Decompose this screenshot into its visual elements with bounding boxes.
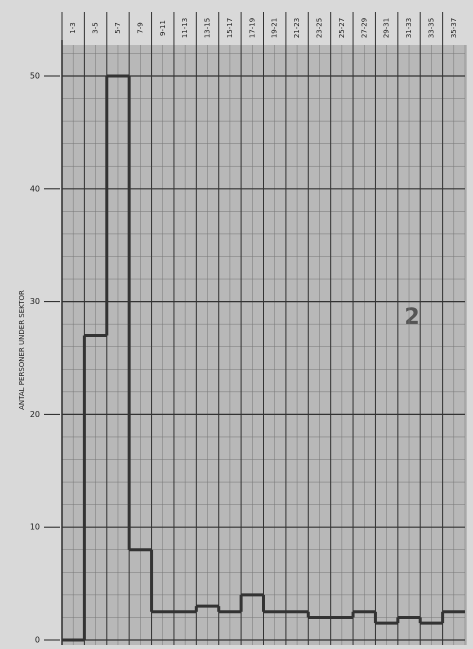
y-tick-label: 50: [30, 72, 40, 81]
x-tick-label: 11-13: [181, 18, 189, 38]
y-tick-label: 20: [30, 410, 40, 419]
x-tick-label: 25-27: [338, 18, 346, 38]
x-tick-label: 17-19: [248, 18, 256, 38]
plot-background: [62, 45, 467, 645]
y-tick-label: 10: [30, 523, 40, 532]
x-tick-label: 27-29: [360, 18, 368, 38]
x-tick-label: 21-23: [293, 18, 301, 38]
x-tick-label: 31-33: [405, 18, 413, 38]
x-tick-label: 3-5: [92, 22, 100, 33]
y-axis-label: ANTAL PERSONER UNDER SEKTOR: [18, 290, 26, 410]
x-tick-label: 23-25: [315, 18, 323, 38]
annotation: 2: [404, 305, 419, 330]
y-tick-label: 0: [35, 636, 40, 645]
x-tick-label: 1-3: [69, 22, 77, 33]
chart: ANTAL PERSONER UNDER SEKTOR 2 0 10 20 30 40 5…: [0, 0, 473, 645]
x-tick-label: 19-21: [271, 18, 279, 38]
x-tick-label: 9-11: [159, 20, 167, 36]
x-tick-label: 13-15: [204, 18, 212, 38]
x-tick-label: 33-35: [427, 18, 435, 38]
x-tick-label: 15-17: [226, 18, 234, 38]
x-tick-label: 29-31: [383, 18, 391, 38]
x-tick-label: 7-9: [136, 22, 144, 33]
x-tick-label: 35-37: [450, 18, 458, 38]
x-tick-label: 5-7: [114, 22, 122, 33]
y-tick-label: 40: [30, 184, 40, 193]
y-tick-label: 30: [30, 297, 40, 306]
